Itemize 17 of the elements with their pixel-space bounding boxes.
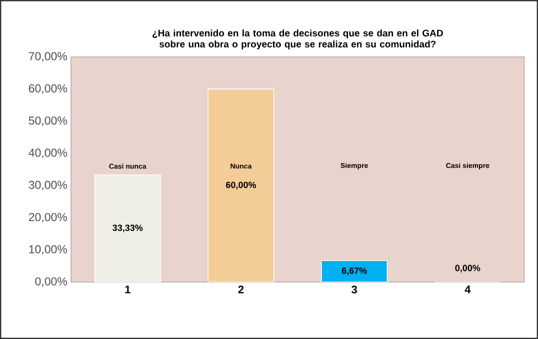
data-label: 33,33% xyxy=(112,224,143,232)
y-tick-label: 30,00% xyxy=(28,180,68,190)
y-tick-label: 10,00% xyxy=(29,245,68,255)
data-label: 60,00% xyxy=(226,182,256,190)
y-tick-label: 50,00% xyxy=(28,116,68,126)
chart-title: ¿Ha intervenido en la toma de decisones que se dan en el GAD sobre una obra o proyecto que se realiza en su comunidad? xyxy=(152,29,443,50)
x-tick-label: 2 xyxy=(238,286,244,294)
x-tick-label: 1 xyxy=(125,286,130,294)
y-tick-label: 70,00% xyxy=(28,52,68,62)
y-tick-label: 40,00% xyxy=(28,148,68,158)
x-tick-label: 4 xyxy=(464,286,471,294)
x-tick-label: 3 xyxy=(352,286,357,294)
y-tick-label: 20,00% xyxy=(28,212,68,223)
y-tick-label: 60,00% xyxy=(28,84,68,94)
data-label: 0,00% xyxy=(455,264,480,273)
data-label: 6,67% xyxy=(342,268,367,276)
y-tick-label: 0,00% xyxy=(35,277,68,287)
